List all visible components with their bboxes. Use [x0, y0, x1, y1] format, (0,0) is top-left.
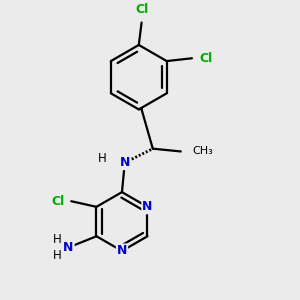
Text: H: H: [98, 152, 107, 165]
Text: Cl: Cl: [135, 2, 148, 16]
Text: H: H: [53, 249, 62, 262]
Text: Cl: Cl: [51, 195, 64, 208]
Text: N: N: [142, 200, 153, 213]
Text: N: N: [63, 241, 74, 254]
Text: Cl: Cl: [199, 52, 212, 65]
Text: CH₃: CH₃: [192, 146, 213, 157]
Text: N: N: [120, 156, 130, 169]
Text: N: N: [117, 244, 127, 257]
Text: H: H: [53, 232, 62, 246]
